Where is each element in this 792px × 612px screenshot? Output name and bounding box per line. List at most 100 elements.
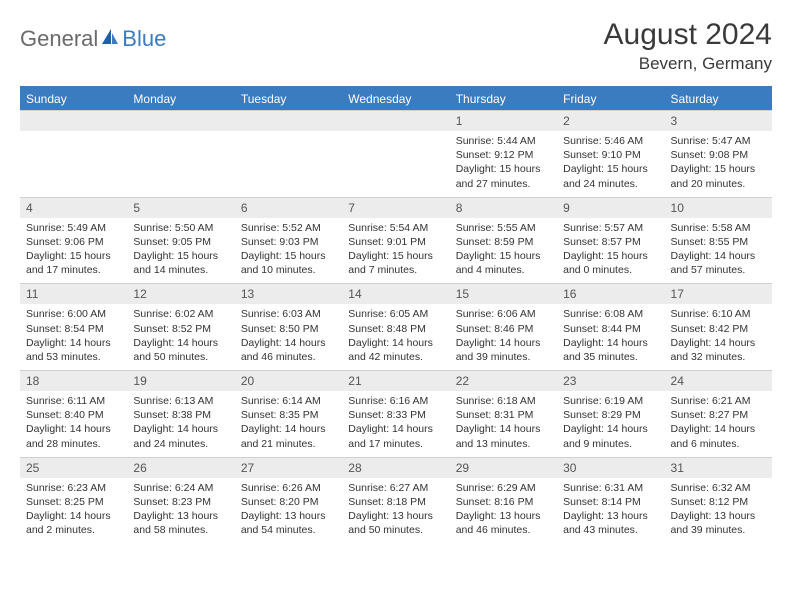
day-details: Sunrise: 5:44 AMSunset: 9:12 PMDaylight:… — [450, 131, 557, 197]
day-details: Sunrise: 5:54 AMSunset: 9:01 PMDaylight:… — [342, 218, 449, 284]
daylight-text-2: and 27 minutes. — [456, 177, 551, 191]
daylight-text-1: Daylight: 14 hours — [133, 422, 228, 436]
day-number: 2 — [557, 110, 664, 131]
sunset-text: Sunset: 8:25 PM — [26, 495, 121, 509]
day-details: Sunrise: 6:19 AMSunset: 8:29 PMDaylight:… — [557, 391, 664, 457]
daylight-text-2: and 42 minutes. — [348, 350, 443, 364]
weekday-header: Tuesday — [235, 87, 342, 110]
calendar-daydata-row: Sunrise: 6:11 AMSunset: 8:40 PMDaylight:… — [20, 391, 772, 457]
sunrise-text: Sunrise: 6:19 AM — [563, 394, 658, 408]
sunset-text: Sunset: 9:01 PM — [348, 235, 443, 249]
daylight-text-2: and 57 minutes. — [671, 263, 766, 277]
brand-text-1: General — [20, 26, 98, 52]
day-details: Sunrise: 6:11 AMSunset: 8:40 PMDaylight:… — [20, 391, 127, 457]
day-details — [20, 131, 127, 191]
day-details: Sunrise: 5:47 AMSunset: 9:08 PMDaylight:… — [665, 131, 772, 197]
sunrise-text: Sunrise: 6:29 AM — [456, 481, 551, 495]
sunrise-text: Sunrise: 6:14 AM — [241, 394, 336, 408]
sunrise-text: Sunrise: 6:05 AM — [348, 307, 443, 321]
sunset-text: Sunset: 8:48 PM — [348, 322, 443, 336]
sunset-text: Sunset: 8:50 PM — [241, 322, 336, 336]
day-details: Sunrise: 5:52 AMSunset: 9:03 PMDaylight:… — [235, 218, 342, 284]
page-title: August 2024 — [604, 18, 772, 52]
weekday-header: Wednesday — [342, 87, 449, 110]
day-details: Sunrise: 6:00 AMSunset: 8:54 PMDaylight:… — [20, 304, 127, 370]
daylight-text-1: Daylight: 14 hours — [563, 422, 658, 436]
day-details — [235, 131, 342, 191]
daylight-text-2: and 17 minutes. — [348, 437, 443, 451]
sunrise-text: Sunrise: 6:03 AM — [241, 307, 336, 321]
sunrise-text: Sunrise: 5:47 AM — [671, 134, 766, 148]
day-number: 13 — [235, 283, 342, 304]
sunrise-text: Sunrise: 6:26 AM — [241, 481, 336, 495]
daylight-text-2: and 43 minutes. — [563, 523, 658, 537]
weekday-header: Monday — [127, 87, 234, 110]
day-details: Sunrise: 6:21 AMSunset: 8:27 PMDaylight:… — [665, 391, 772, 457]
daylight-text-2: and 9 minutes. — [563, 437, 658, 451]
daylight-text-2: and 4 minutes. — [456, 263, 551, 277]
day-number: 8 — [450, 197, 557, 218]
daylight-text-2: and 24 minutes. — [563, 177, 658, 191]
sunset-text: Sunset: 8:33 PM — [348, 408, 443, 422]
daylight-text-1: Daylight: 14 hours — [671, 336, 766, 350]
sunset-text: Sunset: 9:03 PM — [241, 235, 336, 249]
day-details: Sunrise: 5:55 AMSunset: 8:59 PMDaylight:… — [450, 218, 557, 284]
day-number: 21 — [342, 370, 449, 391]
sunrise-text: Sunrise: 6:02 AM — [133, 307, 228, 321]
sunset-text: Sunset: 8:31 PM — [456, 408, 551, 422]
daylight-text-2: and 24 minutes. — [133, 437, 228, 451]
sunrise-text: Sunrise: 5:57 AM — [563, 221, 658, 235]
day-number: 24 — [665, 370, 772, 391]
daylight-text-1: Daylight: 13 hours — [671, 509, 766, 523]
sunset-text: Sunset: 8:59 PM — [456, 235, 551, 249]
daylight-text-1: Daylight: 14 hours — [241, 422, 336, 436]
day-number: 25 — [20, 457, 127, 478]
sunset-text: Sunset: 8:20 PM — [241, 495, 336, 509]
sunset-text: Sunset: 8:14 PM — [563, 495, 658, 509]
brand-text-2: Blue — [122, 26, 166, 52]
sunset-text: Sunset: 8:27 PM — [671, 408, 766, 422]
calendar-daydata-row: Sunrise: 6:00 AMSunset: 8:54 PMDaylight:… — [20, 304, 772, 370]
daylight-text-1: Daylight: 15 hours — [133, 249, 228, 263]
daylight-text-2: and 53 minutes. — [26, 350, 121, 364]
day-details: Sunrise: 6:29 AMSunset: 8:16 PMDaylight:… — [450, 478, 557, 544]
day-details — [127, 131, 234, 191]
sunrise-text: Sunrise: 6:16 AM — [348, 394, 443, 408]
day-number: 19 — [127, 370, 234, 391]
day-number: 3 — [665, 110, 772, 131]
sunrise-text: Sunrise: 5:46 AM — [563, 134, 658, 148]
daylight-text-1: Daylight: 14 hours — [456, 336, 551, 350]
sunset-text: Sunset: 8:57 PM — [563, 235, 658, 249]
daylight-text-1: Daylight: 13 hours — [133, 509, 228, 523]
sunset-text: Sunset: 9:10 PM — [563, 148, 658, 162]
day-number — [20, 110, 127, 131]
sunset-text: Sunset: 9:05 PM — [133, 235, 228, 249]
daylight-text-2: and 28 minutes. — [26, 437, 121, 451]
sunset-text: Sunset: 8:38 PM — [133, 408, 228, 422]
day-details — [342, 131, 449, 191]
sunrise-text: Sunrise: 6:23 AM — [26, 481, 121, 495]
daylight-text-2: and 54 minutes. — [241, 523, 336, 537]
day-number: 4 — [20, 197, 127, 218]
day-number — [342, 110, 449, 131]
day-number: 15 — [450, 283, 557, 304]
day-details: Sunrise: 5:50 AMSunset: 9:05 PMDaylight:… — [127, 218, 234, 284]
daylight-text-1: Daylight: 14 hours — [133, 336, 228, 350]
sunrise-text: Sunrise: 6:27 AM — [348, 481, 443, 495]
daylight-text-2: and 0 minutes. — [563, 263, 658, 277]
header: General Blue August 2024 Bevern, Germany — [20, 18, 772, 74]
day-number: 28 — [342, 457, 449, 478]
weekday-header-row: Sunday Monday Tuesday Wednesday Thursday… — [20, 87, 772, 110]
day-number: 22 — [450, 370, 557, 391]
calendar-table: Sunday Monday Tuesday Wednesday Thursday… — [20, 86, 772, 543]
daylight-text-2: and 10 minutes. — [241, 263, 336, 277]
day-details: Sunrise: 5:57 AMSunset: 8:57 PMDaylight:… — [557, 218, 664, 284]
day-number: 7 — [342, 197, 449, 218]
day-details: Sunrise: 6:10 AMSunset: 8:42 PMDaylight:… — [665, 304, 772, 370]
day-details: Sunrise: 6:24 AMSunset: 8:23 PMDaylight:… — [127, 478, 234, 544]
day-number: 9 — [557, 197, 664, 218]
daylight-text-1: Daylight: 14 hours — [26, 336, 121, 350]
sunset-text: Sunset: 8:29 PM — [563, 408, 658, 422]
day-details: Sunrise: 6:08 AMSunset: 8:44 PMDaylight:… — [557, 304, 664, 370]
weekday-header: Saturday — [665, 87, 772, 110]
